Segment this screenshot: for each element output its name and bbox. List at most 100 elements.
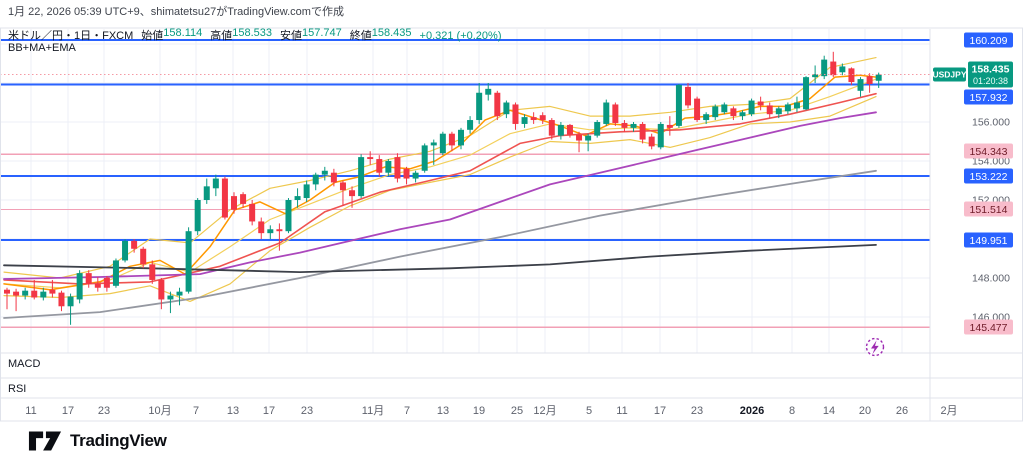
candle-body (875, 74, 882, 81)
close-label: 終値 (349, 30, 372, 42)
candle-body (512, 104, 519, 124)
candle-body (448, 133, 455, 146)
candle-body (467, 120, 474, 130)
candle-body (385, 161, 392, 173)
candle-body (294, 196, 301, 200)
candle-body (585, 135, 592, 141)
candles-layer[interactable] (4, 51, 882, 325)
price-level-badge-text: 154.343 (970, 146, 1008, 158)
candle-body (203, 186, 210, 200)
candle-body (612, 104, 619, 123)
change-value: +0.321 (+0.20%) (419, 30, 502, 42)
candle-body (539, 115, 546, 121)
bb-basis-line (3, 78, 877, 289)
time-tick-label: 13 (437, 405, 449, 417)
symbol-badge (933, 67, 966, 82)
candle-body (149, 264, 156, 280)
price-axis-badges: 160.209 157.932 154.343 153.222 151.514 149.9… (932, 32, 1013, 335)
candle-body (176, 291, 183, 296)
candle-body (258, 221, 265, 234)
price-level-badge-text: 145.477 (970, 322, 1008, 334)
candle-body (476, 92, 483, 121)
low-value: 157.747 (302, 27, 342, 39)
horizontal-level-lines[interactable] (0, 38, 930, 328)
candle-body (376, 159, 383, 173)
candle-body (494, 92, 501, 117)
candle-body (803, 77, 810, 110)
time-tick-label: 7 (404, 405, 410, 417)
creation-header: 1月 22, 2026 05:39 UTC+9、shimatetsu27がTra… (8, 6, 344, 18)
candle-body (458, 129, 464, 146)
low-label: 安値 (280, 30, 302, 42)
candle-body (766, 105, 773, 115)
time-tick-label: 13 (227, 405, 239, 417)
symbol-badge-text: USDJPY (932, 70, 966, 80)
candle-body (394, 157, 401, 179)
candle-body (430, 142, 437, 146)
tradingview-logo-icon (28, 431, 62, 451)
candle-body (594, 122, 601, 136)
candle-body (748, 100, 755, 115)
candle-body (603, 102, 610, 124)
candle-body (131, 240, 138, 249)
price-level-badge (964, 168, 1013, 184)
candle-body (58, 292, 65, 307)
time-tick-label: 10月 (148, 405, 171, 417)
time-tick-label: 8 (789, 405, 795, 417)
tradingview-logo-text: TradingView (70, 431, 167, 450)
time-tick-label: 2026 (740, 405, 764, 417)
candle-body (485, 88, 492, 95)
time-tick-label: 11 (25, 405, 36, 417)
candle-body (122, 240, 129, 261)
time-axis[interactable]: 11 17 23 10月 7 13 17 23 11月 7 13 19 25 12月 5 11 17 23 2026… (25, 405, 957, 417)
time-tick-label: 25 (511, 405, 523, 417)
macd-pane-label[interactable]: MACD (8, 358, 41, 370)
price-level-badge (964, 89, 1013, 105)
candle-body (103, 278, 110, 288)
candle-body (703, 114, 710, 121)
candle-body (349, 190, 356, 197)
indicator-legend[interactable]: BB+MA+EMA (8, 42, 76, 54)
candle-body (648, 136, 655, 147)
candle-body (194, 200, 201, 232)
price-level-badge-text: 151.514 (970, 204, 1008, 216)
candle-body (630, 123, 637, 128)
candle-body (221, 178, 228, 218)
time-tick-label: 23 (301, 405, 313, 417)
symbol-title[interactable]: 米ドル／円・1日・FXCM (8, 30, 134, 42)
high-value: 158.533 (232, 27, 272, 39)
candle-body (330, 172, 337, 183)
candle-body (757, 101, 764, 106)
close-value: 158.435 (371, 27, 412, 39)
candle-body (31, 290, 38, 298)
lightning-marker-icon[interactable] (865, 337, 885, 357)
candle-body (557, 124, 564, 136)
rsi-pane-label[interactable]: RSI (8, 383, 27, 395)
time-tick-label: 20 (859, 405, 871, 417)
candle-body (530, 117, 537, 121)
price-level-badge-text: 149.951 (970, 235, 1008, 247)
candle-body (158, 279, 165, 300)
time-tick-label: 19 (473, 405, 485, 417)
symbol-legend[interactable]: 米ドル／円・1日・FXCM 始値 158.114 高値 158.533 安値 157.… (8, 27, 501, 43)
candle-body (739, 112, 746, 117)
candle-body (312, 174, 319, 185)
ma-purple-line (3, 111, 877, 280)
high-label: 高値 (210, 30, 233, 42)
candle-body (694, 98, 701, 121)
candle-body (821, 59, 828, 77)
time-tick-label: 5 (586, 405, 592, 417)
time-tick-label: 11月 (362, 405, 384, 417)
candle-body (775, 108, 782, 115)
open-value: 158.114 (163, 27, 203, 39)
candle-body (839, 66, 846, 73)
tradingview-logo[interactable]: TradingView (28, 430, 167, 452)
candle-body (830, 61, 837, 76)
moving-average-lines (3, 56, 877, 319)
candle-body (675, 84, 682, 126)
open-label: 始値 (141, 30, 164, 42)
price-tick-label: 148.000 (972, 273, 1010, 285)
candle-body (321, 170, 328, 175)
candle-body (249, 203, 256, 222)
